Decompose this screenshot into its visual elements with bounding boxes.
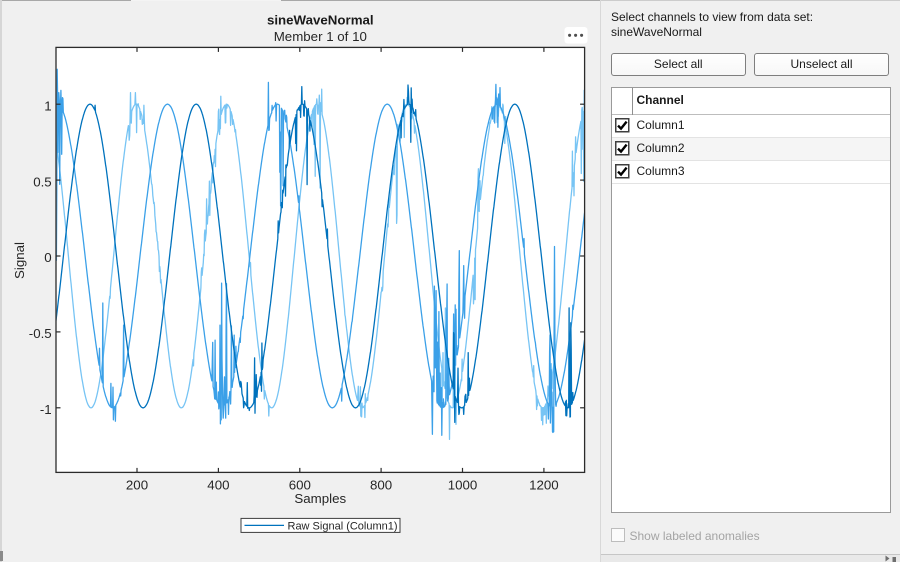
svg-text:Raw Signal (Column1): Raw Signal (Column1) <box>288 520 398 532</box>
svg-text:400: 400 <box>207 478 229 493</box>
svg-text:0: 0 <box>44 250 51 265</box>
svg-text:1000: 1000 <box>448 478 478 493</box>
svg-text:200: 200 <box>126 478 148 493</box>
svg-text:Member 1 of 10: Member 1 of 10 <box>274 29 367 44</box>
svg-text:600: 600 <box>289 478 311 493</box>
svg-text:Samples: Samples <box>294 491 346 506</box>
svg-text:-1: -1 <box>40 402 52 417</box>
svg-text:800: 800 <box>370 478 392 493</box>
svg-text:Signal: Signal <box>12 242 27 279</box>
svg-text:1200: 1200 <box>529 478 559 493</box>
svg-text:sineWaveNormal: sineWaveNormal <box>267 13 374 28</box>
svg-text:1: 1 <box>44 98 51 113</box>
svg-text:0.5: 0.5 <box>33 174 52 189</box>
svg-text:-0.5: -0.5 <box>29 326 52 341</box>
